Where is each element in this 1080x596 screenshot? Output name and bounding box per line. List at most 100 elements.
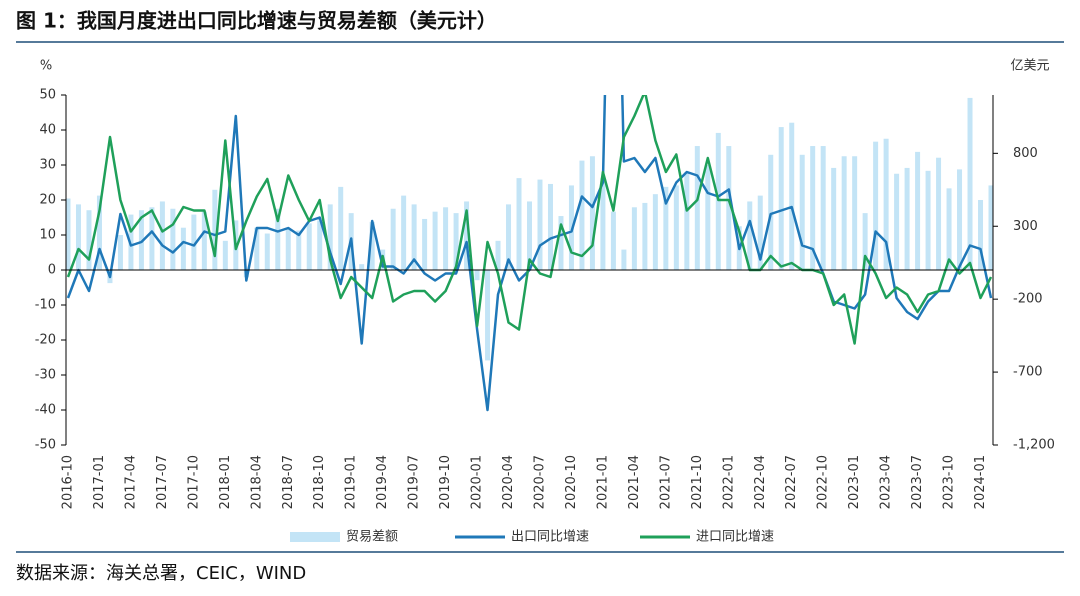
bar [946, 188, 952, 270]
x-tick-label: 2021-01 [595, 455, 610, 509]
bar [180, 227, 186, 270]
x-tick-label: 2019-07 [407, 455, 422, 509]
bar [506, 204, 512, 270]
x-tick-label: 2023-04 [879, 455, 894, 509]
bar [86, 210, 92, 270]
bar [631, 207, 637, 270]
bar [915, 151, 921, 270]
y-tick-label: -20 [35, 333, 56, 348]
bar [222, 240, 228, 270]
x-tick-label: 2018-07 [281, 455, 296, 509]
bar [411, 204, 417, 270]
x-tick-label: 2017-07 [155, 455, 170, 509]
bar [75, 204, 81, 270]
bar [474, 270, 480, 281]
y-tick-label: -50 [35, 438, 56, 453]
bar [600, 178, 606, 270]
bar [327, 204, 333, 270]
y2-tick-label: -700 [1013, 365, 1043, 380]
bar [799, 154, 805, 270]
bar [852, 156, 858, 270]
bar [285, 229, 291, 270]
bar [390, 208, 396, 270]
y-tick-label: -30 [35, 368, 56, 383]
bar [464, 201, 470, 270]
bar [978, 200, 984, 270]
x-tick-label: 2018-01 [218, 455, 233, 509]
bar [191, 214, 197, 270]
x-tick-label: 2021-10 [690, 455, 705, 509]
x-tick-label: 2019-04 [375, 455, 390, 509]
bar [422, 218, 428, 270]
bar [747, 201, 753, 270]
bar [621, 249, 627, 270]
x-tick-label: 2023-10 [942, 455, 957, 509]
bar [705, 165, 711, 270]
bar [401, 195, 407, 270]
bar [516, 178, 522, 270]
legend-swatch [290, 532, 340, 542]
line [66, 95, 993, 345]
bar [275, 208, 281, 270]
bar [547, 183, 553, 270]
bar [894, 173, 900, 270]
bar [579, 160, 585, 270]
bar [778, 127, 784, 270]
x-tick-label: 2017-10 [186, 455, 201, 509]
bar [296, 230, 302, 270]
bar [159, 201, 165, 270]
x-tick-label: 2018-10 [312, 455, 327, 509]
bar [306, 223, 312, 270]
y2-axis-label: 亿美元 [1010, 59, 1049, 74]
bar [726, 146, 732, 270]
bar [432, 211, 438, 270]
x-tick-label: 2019-10 [438, 455, 453, 509]
x-tick-label: 2022-10 [816, 455, 831, 509]
bar [138, 210, 144, 270]
x-tick-label: 2023-01 [847, 455, 862, 509]
bar [201, 211, 207, 270]
bar [495, 240, 501, 270]
bar [558, 216, 564, 270]
bar [694, 146, 700, 270]
bar [652, 194, 658, 270]
bar [66, 198, 71, 270]
x-tick-label: 2019-01 [344, 455, 359, 509]
y-tick-label: 30 [39, 158, 56, 173]
bar [925, 170, 931, 270]
bar [862, 213, 868, 270]
bar [527, 201, 532, 270]
y-tick-label: 50 [39, 88, 56, 103]
chart-title: 图 1：我国月度进出口同比增速与贸易差额（美元计） [16, 9, 497, 33]
bar [359, 264, 365, 270]
bar [610, 211, 616, 270]
legend-label: 进口同比增速 [696, 530, 774, 545]
bar [684, 172, 690, 270]
legend-label: 出口同比增速 [511, 530, 589, 545]
bar [873, 141, 879, 270]
bar [537, 179, 543, 270]
bar [841, 156, 847, 270]
legend-label: 贸易差额 [346, 530, 398, 545]
bar [757, 195, 763, 270]
bar [117, 235, 123, 270]
bar [957, 169, 963, 270]
bar [264, 233, 270, 270]
bar [453, 213, 459, 270]
y-axis-label: % [40, 59, 52, 74]
x-tick-label: 2020-10 [564, 455, 579, 509]
bar [485, 270, 491, 361]
bar [883, 138, 889, 270]
bar [369, 221, 375, 270]
y-tick-label: -10 [35, 298, 56, 313]
y-tick-label: 40 [39, 123, 56, 138]
y2-tick-label: 300 [1013, 219, 1038, 234]
plot-area [66, 95, 993, 412]
x-tick-label: 2022-01 [721, 455, 736, 509]
bar [810, 146, 816, 270]
x-tick-label: 2021-07 [658, 455, 673, 509]
x-tick-label: 2022-07 [784, 455, 799, 509]
bar [820, 146, 826, 270]
bar [831, 167, 837, 270]
